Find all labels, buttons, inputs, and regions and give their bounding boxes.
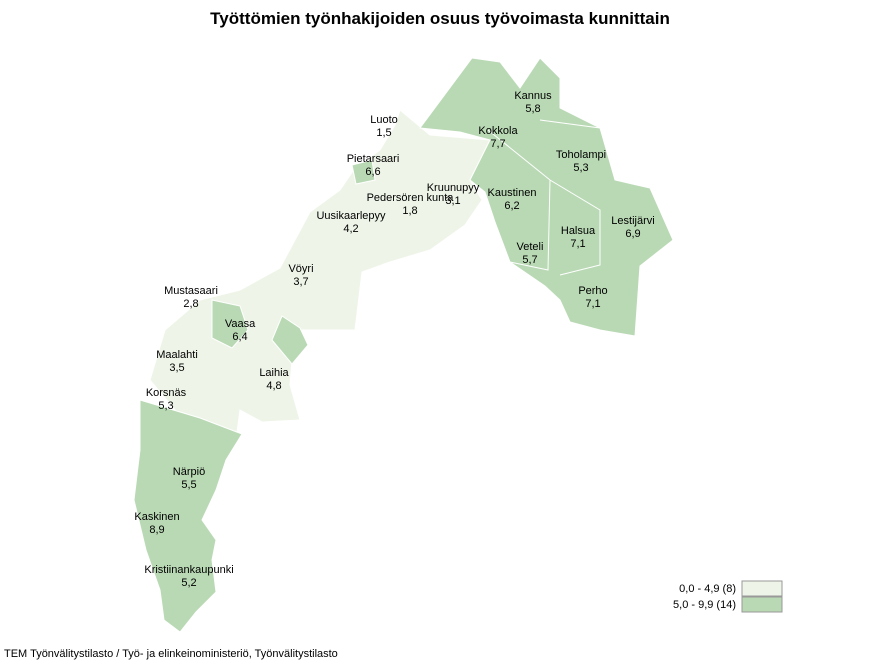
- region-light: [149, 109, 491, 441]
- municipality-value: 6,9: [625, 228, 640, 240]
- municipality-value: 5,2: [181, 577, 196, 589]
- municipality-name: Pietarsaari: [347, 153, 400, 165]
- municipality-name: Kruunupyy: [427, 182, 480, 194]
- municipality-value: 5,3: [158, 400, 173, 412]
- municipality-value: 3,1: [445, 195, 460, 207]
- legend-label: 5,0 - 9,9 (14): [673, 599, 736, 611]
- map-title: Työttömien työnhakijoiden osuus työvoima…: [210, 9, 670, 28]
- municipality-value: 7,1: [570, 238, 585, 250]
- municipality-value: 3,7: [293, 276, 308, 288]
- municipality-value: 4,2: [343, 223, 358, 235]
- municipality-name: Lestijärvi: [611, 215, 654, 227]
- municipality-name: Kristiinankaupunki: [144, 564, 233, 576]
- municipality-name: Närpiö: [173, 466, 205, 478]
- municipality-name: Maalahti: [156, 349, 198, 361]
- municipality-name: Mustasaari: [164, 285, 218, 297]
- municipality-name: Kaskinen: [134, 511, 179, 523]
- region-dark: [351, 159, 376, 185]
- municipality-name: Vaasa: [225, 318, 256, 330]
- municipality-value: 1,5: [376, 127, 391, 139]
- municipality-name: Uusikaarlepyy: [316, 210, 386, 222]
- legend: 0,0 - 4,9 (8) 5,0 - 9,9 (14): [673, 580, 783, 613]
- municipality-value: 4,8: [266, 380, 281, 392]
- municipality-name: Laihia: [259, 367, 289, 379]
- region-dark: [419, 57, 674, 337]
- region-dark: [133, 399, 243, 633]
- municipality-name: Veteli: [517, 241, 544, 253]
- municipality-name: Kannus: [514, 90, 552, 102]
- municipality-value: 6,4: [232, 331, 247, 343]
- region-dark: [271, 315, 309, 365]
- region-dark: [211, 299, 249, 349]
- municipality-name: Kokkola: [478, 125, 518, 137]
- municipality-name: Pedersören kunta: [367, 192, 455, 204]
- municipality-name: Vöyri: [288, 263, 313, 275]
- municipality-value: 5,8: [525, 103, 540, 115]
- regions: [133, 57, 674, 633]
- municipality-value: 3,5: [169, 362, 184, 374]
- municipality-value: 1,8: [402, 205, 417, 217]
- municipality-value: 6,6: [365, 166, 380, 178]
- municipality-value: 5,7: [522, 254, 537, 266]
- municipality-value: 2,8: [183, 298, 198, 310]
- municipality-value: 5,3: [573, 162, 588, 174]
- municipality-name: Korsnäs: [146, 387, 187, 399]
- municipality-value: 8,9: [149, 524, 164, 536]
- municipality-value: 5,5: [181, 479, 196, 491]
- legend-swatch: [741, 596, 783, 613]
- municipality-name: Halsua: [561, 225, 596, 237]
- border: [487, 129, 601, 276]
- municipality-name: Perho: [578, 285, 607, 297]
- municipality-value: 7,1: [585, 298, 600, 310]
- municipality-name: Kaustinen: [488, 187, 537, 199]
- border: [509, 179, 551, 271]
- municipality-value: 6,2: [504, 200, 519, 212]
- municipality-name: Luoto: [370, 114, 398, 126]
- legend-label: 0,0 - 4,9 (8): [679, 583, 736, 595]
- border: [539, 119, 601, 129]
- municipality-name: Toholampi: [556, 149, 606, 161]
- source: TEM Työnvälitystilasto / Työ- ja elinkei…: [4, 648, 338, 660]
- municipality-value: 7,7: [490, 138, 505, 150]
- legend-swatch: [741, 580, 783, 597]
